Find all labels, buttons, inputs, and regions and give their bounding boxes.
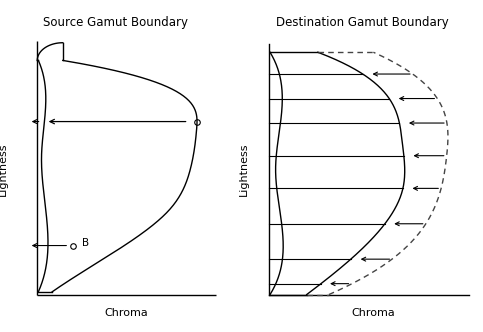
Text: Lightness: Lightness: [239, 142, 249, 196]
Title: Destination Gamut Boundary: Destination Gamut Boundary: [276, 16, 449, 29]
Text: B: B: [82, 238, 89, 248]
Text: Chroma: Chroma: [352, 308, 395, 318]
Title: Source Gamut Boundary: Source Gamut Boundary: [43, 16, 188, 29]
Text: Lightness: Lightness: [0, 142, 8, 196]
Text: Chroma: Chroma: [105, 308, 148, 318]
